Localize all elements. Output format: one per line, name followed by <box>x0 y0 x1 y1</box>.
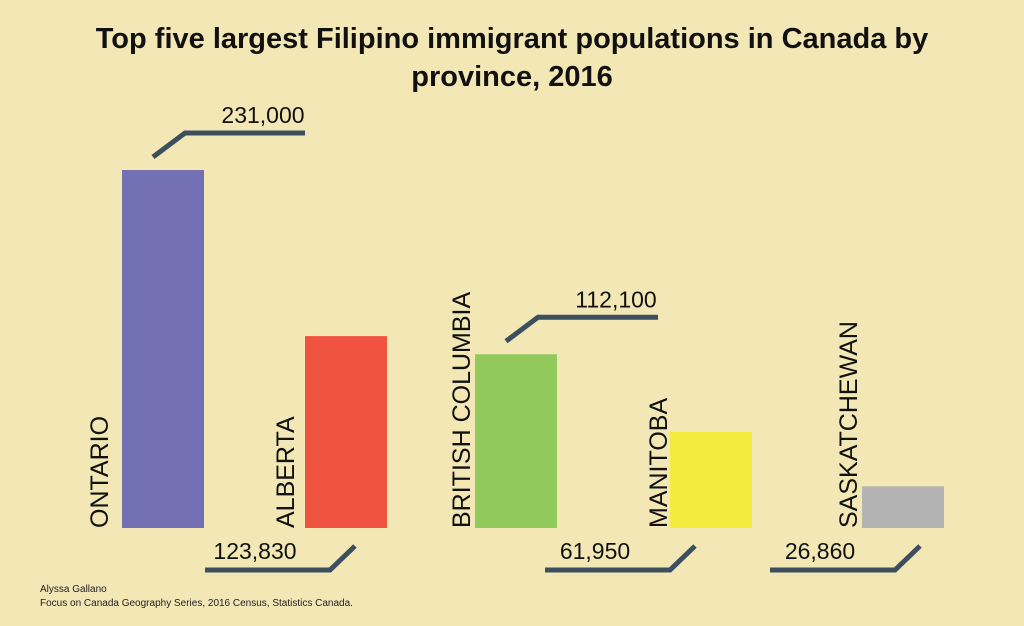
chart-title: Top five largest Filipino immigrant popu… <box>95 23 929 93</box>
category-label: SASKATCHEWAN <box>835 321 863 528</box>
category-label: BRITISH COLUMBIA <box>448 292 476 528</box>
value-label: 231,000 <box>221 102 304 128</box>
leader-line <box>545 544 697 573</box>
value-label: 61,950 <box>560 538 630 564</box>
leader-line <box>151 130 305 159</box>
leader-line <box>205 544 357 573</box>
bar <box>670 431 752 528</box>
value-label: 112,100 <box>575 286 656 312</box>
category-label: MANITOBA <box>645 398 673 528</box>
category-label: ALBERTA <box>272 416 300 528</box>
value-label: 26,860 <box>785 538 855 564</box>
credit: Focus on Canada Geography Series, 2016 C… <box>40 598 353 609</box>
bar <box>305 336 387 528</box>
leader-line <box>504 314 658 344</box>
category-label: ONTARIO <box>86 416 114 528</box>
credit: Alyssa Gallano <box>40 584 107 595</box>
bar <box>122 170 204 528</box>
leader-line <box>770 544 922 573</box>
bar <box>862 486 944 528</box>
value-label: 123,830 <box>213 538 296 564</box>
bar <box>475 354 557 528</box>
